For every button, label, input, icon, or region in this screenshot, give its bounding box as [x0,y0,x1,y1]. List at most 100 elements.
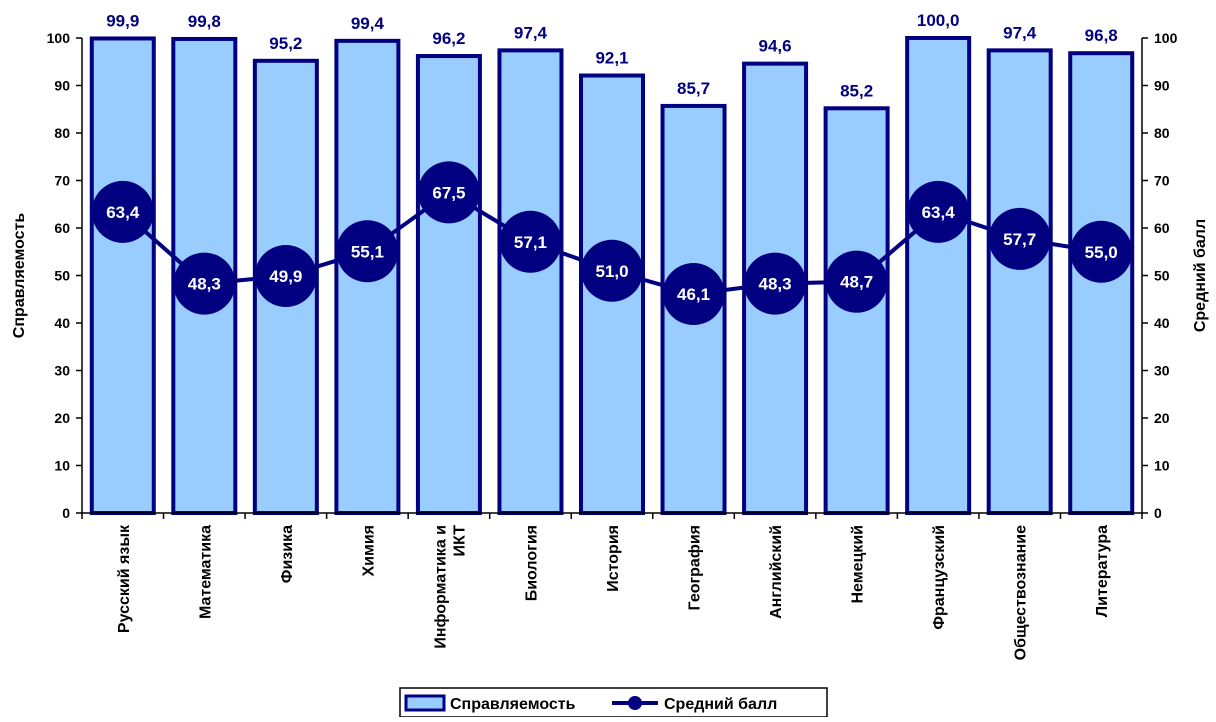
bar-value-label: 95,2 [269,34,302,53]
bar-value-label: 96,2 [432,29,465,48]
line-value-label: 51,0 [595,262,628,281]
x-tick-label-group: Английский [768,525,785,619]
y-tick-label-left: 40 [54,315,70,331]
y-tick-label-left: 80 [54,125,70,141]
line-value-label: 57,1 [514,233,547,252]
line-value-label: 55,1 [351,242,384,261]
y-tick-label-right: 40 [1154,315,1170,331]
x-tick-label-group: Физика [279,525,296,583]
line-marker-8 [662,263,725,326]
line-value-label: 48,7 [840,273,873,292]
bar-value-label: 96,8 [1085,26,1118,45]
x-tick-label-group: Русский язык [116,524,133,633]
y-tick-label-left: 60 [54,220,70,236]
line-value-label: 63,4 [106,203,140,222]
x-tick-label: Немецкий [850,525,867,604]
x-tick-label: Физика [279,525,296,583]
line-marker-6 [499,210,562,273]
y-tick-label-right: 90 [1154,78,1170,94]
bar-13 [1068,51,1135,515]
y-tick-label-right: 10 [1154,458,1170,474]
legend-line-label: Средний балл [664,696,777,713]
line-marker-2 [173,252,236,315]
line-marker-11 [907,180,970,243]
bar-value-label: 99,8 [188,12,221,31]
line-value-label: 57,7 [1003,230,1036,249]
y-tick-label-left: 90 [54,78,70,94]
y-tick-label-left: 0 [62,505,70,521]
y-tick-label-right: 20 [1154,410,1170,426]
line-value-label: 67,5 [432,183,465,202]
y-tick-label-right: 80 [1154,125,1170,141]
x-tick-label-group: Литература [1094,525,1111,617]
x-tick-label-group: Математика [197,525,214,619]
line-marker-9 [744,252,807,315]
line-marker-13 [1070,220,1133,283]
line-value-label: 49,9 [269,267,302,286]
line-value-label: 63,4 [922,203,956,222]
x-tick-label: ИКТ [451,525,468,557]
y-tick-label-right: 100 [1154,30,1178,46]
line-marker-1 [91,180,154,243]
line-marker-10 [825,250,888,313]
x-tick-label: Литература [1094,525,1111,617]
y-tick-label-left: 100 [47,30,71,46]
bar-value-label: 94,6 [759,37,792,56]
x-tick-label-group: История [605,525,622,592]
line-marker-7 [581,239,643,302]
x-tick-label-group: Информатика и ИКТ [432,525,468,649]
bar-value-label: 97,4 [1003,23,1037,42]
line-marker-12 [988,207,1051,270]
bar-value-label: 97,4 [514,23,548,42]
line-value-label: 55,0 [1085,243,1118,262]
line-marker-5 [417,161,480,224]
x-tick-label: Химия [360,525,377,577]
x-tick-label-group: Биология [523,525,540,601]
bar-value-label: 92,1 [595,49,628,68]
x-tick-label: География [687,525,704,610]
legend-bar-swatch [404,694,446,712]
x-tick-label: Математика [197,525,214,619]
bar-value-label: 85,7 [677,79,710,98]
y-tick-label-right: 50 [1154,268,1170,284]
bar-value-label: 99,4 [351,14,385,33]
line-value-label: 48,3 [188,275,221,294]
x-tick-label: Английский [768,525,785,619]
x-tick-label: Биология [523,525,540,601]
legend-line-marker [628,696,642,710]
bar-value-label: 99,9 [106,11,139,30]
y-tick-label-right: 70 [1154,173,1170,189]
y-tick-label-right: 30 [1154,363,1170,379]
x-tick-label: История [605,525,622,592]
y-tick-label-left: 50 [54,268,70,284]
y-tick-label-right: 60 [1154,220,1170,236]
x-tick-label-group: Химия [360,525,377,577]
x-tick-label-group: Обществознание [1013,525,1030,660]
x-tick-label: Обществознание [1013,525,1030,660]
legend-bar-label: Справляемость [450,696,576,713]
x-tick-label-group: Немецкий [850,525,867,604]
bar-value-label: 85,2 [840,81,873,100]
y-tick-label-left: 70 [54,173,70,189]
line-marker-3 [254,244,317,307]
labels-layer: 99,9 99,8 95,2 99,4 96,2 97,4 92,1 85,7 94,6 85,2… [106,11,1118,304]
line-value-label: 46,1 [677,285,710,304]
x-tick-label: Русский язык [116,524,133,633]
y-tick-label-right: 0 [1154,505,1162,521]
y-tick-label-left: 30 [54,363,70,379]
y-tick-label-left: 10 [54,458,70,474]
x-tick-label: Информатика и [432,525,449,649]
line-layer [91,161,1133,326]
axes-layer: 0 0 10 10 20 20 30 30 40 40 50 50 60 60 70 70 80 80 90 90 10… [11,30,1209,660]
x-tick-label-group: География [687,525,704,610]
bar-11 [905,36,972,515]
bar-6 [497,48,564,515]
x-tick-label-group: Французский [931,525,948,630]
legend: Справляемость Средний балл [399,687,828,718]
line-value-label: 48,3 [759,275,792,294]
y-axis-title-right: Средний балл [1192,219,1209,332]
bar-5 [415,54,482,516]
y-axis-title-left: Справляемость [11,213,28,339]
